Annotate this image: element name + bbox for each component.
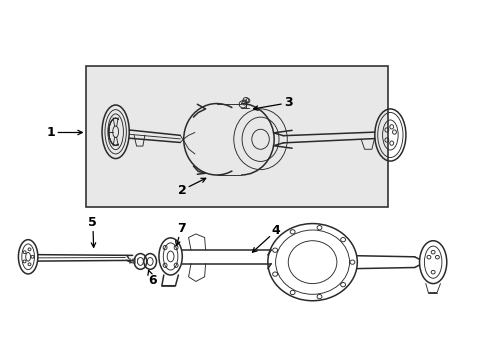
Text: 7: 7	[175, 222, 185, 246]
Text: 2: 2	[178, 178, 205, 197]
Text: 3: 3	[253, 96, 292, 110]
Bar	[86, 66, 387, 207]
Text: 5: 5	[88, 216, 97, 247]
Text: 1: 1	[46, 126, 82, 139]
Text: 6: 6	[147, 270, 156, 287]
Text: 4: 4	[252, 224, 280, 252]
